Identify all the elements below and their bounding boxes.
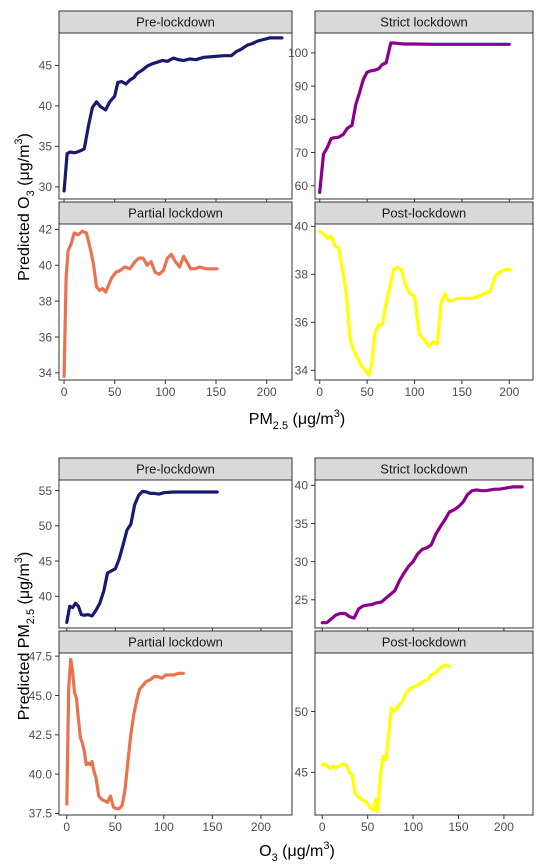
y-tick-label: 70 <box>295 146 309 160</box>
panel-border <box>58 32 293 200</box>
panel-border <box>58 223 293 381</box>
panel-border <box>314 479 534 629</box>
y-tick-label: 80 <box>295 113 309 127</box>
panel-top-pre-lockdown: Pre-lockdown30354045050100150200 <box>39 10 293 218</box>
plot-area <box>59 480 292 628</box>
x-tick-label: 200 <box>494 820 514 834</box>
x-tick-label: 100 <box>154 820 174 834</box>
series-line <box>320 663 451 813</box>
x-tick-label: 200 <box>257 385 277 399</box>
series-line <box>318 229 512 377</box>
x-tick-label: 100 <box>155 385 175 399</box>
y-tick-label: 60 <box>295 179 309 193</box>
x-axis-title-top: PM2.5 (μg/m3) <box>249 408 345 432</box>
series-line <box>62 229 219 378</box>
y-tick-label: 34 <box>39 366 53 380</box>
x-tick-label: 50 <box>361 820 375 834</box>
plot-area <box>315 33 533 199</box>
panel-top-strict-lockdown: Strict lockdown60708090100050100150200 <box>288 10 534 218</box>
y-tick-label: 38 <box>295 268 309 282</box>
x-axis-title-bottom: O3 (μg/m3) <box>259 840 335 864</box>
x-tick-label: 100 <box>405 385 425 399</box>
y-tick-label: 45 <box>39 554 53 568</box>
x-tick-label: 0 <box>61 385 68 399</box>
x-tick-label: 150 <box>202 820 222 834</box>
series-line <box>65 657 185 811</box>
x-tick-label: 200 <box>251 820 271 834</box>
x-tick-label: 200 <box>499 385 519 399</box>
strip-label: Post-lockdown <box>382 635 467 650</box>
y-tick-label: 55 <box>39 484 53 498</box>
x-tick-label: 100 <box>403 820 423 834</box>
series-line <box>62 36 284 193</box>
plot-area <box>59 33 292 199</box>
plot-area <box>59 224 292 380</box>
y-tick-label: 40.0 <box>29 767 53 781</box>
panel-top-partial-lockdown: Partial lockdown 34 36 38 40 42 0 50 100 150 200 <box>39 201 293 399</box>
strip-label: Partial lockdown <box>128 206 223 221</box>
strip-label: Strict lockdown <box>380 462 467 477</box>
panel-border <box>314 223 534 381</box>
series-line <box>320 485 524 625</box>
y-tick-label: 36 <box>39 330 53 344</box>
y-tick-label: 42 <box>39 223 53 237</box>
x-tick-label: 150 <box>449 820 469 834</box>
y-tick-label: 38 <box>39 294 53 308</box>
y-tick-label: 40 <box>39 99 53 113</box>
strip-label: Partial lockdown <box>128 635 223 650</box>
y-tick-label: 35 <box>295 517 309 531</box>
y-tick-label: 35 <box>39 140 53 154</box>
y-tick-label: 42.5 <box>29 728 53 742</box>
y-tick-label: 37.5 <box>29 807 53 821</box>
panel-border <box>58 652 293 816</box>
y-tick-label: 45 <box>295 766 309 780</box>
strip-label: Strict lockdown <box>380 15 467 30</box>
y-tick-label: 90 <box>295 79 309 93</box>
y-tick-label: 45 <box>39 59 53 73</box>
x-tick-label: 150 <box>206 385 226 399</box>
y-tick-label: 40 <box>39 259 53 273</box>
y-tick-label: 40 <box>39 590 53 604</box>
x-tick-label: 150 <box>452 385 472 399</box>
plot-area <box>315 480 533 628</box>
series-line <box>318 41 511 194</box>
x-tick-label: 50 <box>108 385 122 399</box>
plot-area <box>315 224 533 380</box>
y-tick-label: 40 <box>295 479 309 493</box>
panel-border <box>58 479 293 629</box>
plot-area <box>315 653 533 815</box>
panel-bottom-strict-lockdown: Strict lockdown25303540050100150200 <box>295 457 534 647</box>
strip-label: Pre-lockdown <box>136 462 215 477</box>
panel-border <box>314 652 534 816</box>
y-tick-label: 40 <box>295 220 309 234</box>
panel-border <box>314 32 534 200</box>
x-tick-label: 50 <box>109 820 123 834</box>
panel-top-post-lockdown: Post-lockdown 34 36 38 40 0 50 100 150 200 <box>295 201 534 399</box>
panel-bottom-post-lockdown: Post-lockdown 45 50 0 50 100 150 200 <box>295 630 534 834</box>
x-tick-label: 0 <box>319 820 326 834</box>
y-tick-label: 34 <box>295 364 309 378</box>
y-tick-label: 30 <box>295 555 309 569</box>
y-tick-label: 100 <box>288 46 308 60</box>
panel-bottom-pre-lockdown: Pre-lockdown40455055050100150200 <box>39 457 293 647</box>
x-tick-label: 50 <box>360 385 374 399</box>
plot-area <box>59 653 292 815</box>
strip-label: Post-lockdown <box>382 206 467 221</box>
strip-label: Pre-lockdown <box>136 15 215 30</box>
y-axis-title-bottom: Predicted PM2.5 (μg/m3) <box>13 552 37 720</box>
y-tick-label: 50 <box>39 519 53 533</box>
y-tick-label: 30 <box>39 180 53 194</box>
y-tick-label: 25 <box>295 593 309 607</box>
series-line <box>65 489 219 624</box>
y-axis-title-top: Predicted O3 (μg/m3) <box>13 133 37 281</box>
panel-bottom-partial-lockdown: Partial lockdown 37.5 40.0 42.5 45.0 47.5 0 50 1… <box>29 630 293 834</box>
x-tick-label: 0 <box>63 820 70 834</box>
x-tick-label: 0 <box>316 385 323 399</box>
y-tick-label: 47.5 <box>29 649 53 663</box>
y-tick-label: 45.0 <box>29 689 53 703</box>
y-tick-label: 50 <box>295 705 309 719</box>
y-tick-label: 36 <box>295 316 309 330</box>
